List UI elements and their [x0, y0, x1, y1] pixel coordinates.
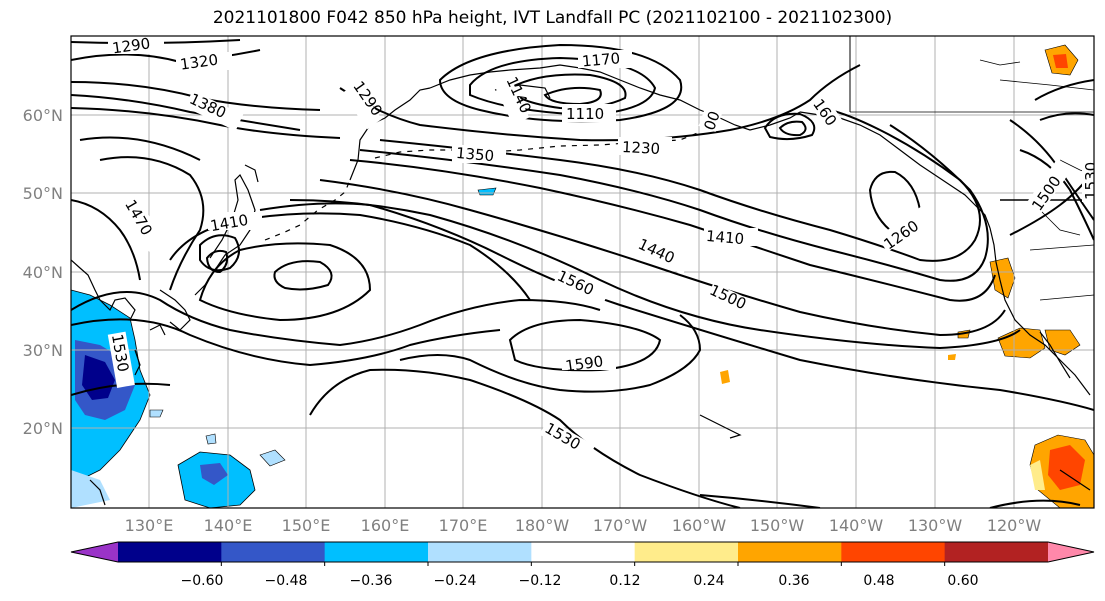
- lon-label: 130°W: [908, 516, 963, 535]
- colorbar-segment: [531, 542, 636, 562]
- colorbar-tick-label: −0.60: [181, 573, 224, 589]
- colorbar-tick-label: 0.60: [947, 573, 978, 589]
- contour-label: 1530: [1082, 162, 1100, 200]
- colorbar-tick-label: 0.12: [609, 573, 640, 589]
- ivt-small-patch-1: [259, 449, 286, 467]
- colorbar: [70, 541, 1095, 566]
- lon-label: 160°W: [672, 516, 727, 535]
- lon-label: 170°E: [439, 516, 488, 535]
- ivt-negative-patch-south-core: [200, 463, 228, 485]
- colorbar-tick-label: 0.36: [778, 573, 809, 589]
- lat-label: 20°N: [23, 419, 63, 438]
- ivt-positive-small-2: [948, 354, 956, 360]
- contour-label: 1320: [179, 51, 219, 74]
- lon-label: 130°E: [125, 516, 174, 535]
- map-border: [70, 35, 1095, 509]
- lat-label: 30°N: [23, 341, 63, 360]
- lon-label: 140°W: [829, 516, 884, 535]
- lon-label: 120°W: [987, 516, 1042, 535]
- colorbar-segment: [841, 542, 946, 562]
- lon-label: 150°W: [750, 516, 805, 535]
- contour-label: 1290: [111, 34, 151, 57]
- colorbar-segment: [738, 542, 842, 562]
- colorbar-tick-label: 0.48: [863, 573, 894, 589]
- colorbar-segment: [634, 542, 739, 562]
- lon-label: 160°E: [361, 516, 410, 535]
- contour-label: 1170: [581, 49, 621, 70]
- colorbar-segment: [221, 542, 326, 562]
- ivt-positive-patch-ne-core: [1053, 54, 1068, 68]
- contour-label: 1350: [455, 144, 495, 165]
- lat-label: 40°N: [23, 263, 63, 282]
- lat-label: 60°N: [23, 106, 63, 125]
- ivt-negative-deep-west: [82, 355, 115, 400]
- colorbar-tick-label: −0.48: [265, 573, 308, 589]
- colorbar-segment: [944, 542, 1049, 562]
- lon-label: 140°E: [204, 516, 253, 535]
- colorbar-segment: [428, 542, 532, 562]
- colorbar-tick-label: −0.36: [350, 573, 393, 589]
- lon-label: 150°E: [282, 516, 331, 535]
- ivt-positive-southeast-core: [1048, 445, 1085, 490]
- ivt-small-patch-2: [205, 433, 217, 445]
- height-contours: [71, 39, 1094, 508]
- colorbar-tick-label: 0.24: [693, 573, 724, 589]
- ivt-light-west: [71, 470, 110, 508]
- colorbar-tick-label: −0.12: [519, 573, 562, 589]
- contour-label: 00: [700, 109, 723, 133]
- colorbar-outline: [70, 541, 1095, 563]
- colorbar-tick-label: −0.24: [434, 573, 477, 589]
- colorbar-extend-min: [71, 542, 118, 562]
- ivt-shading: [71, 44, 1094, 508]
- graticule: [71, 36, 1094, 508]
- lon-label: 170°W: [593, 516, 648, 535]
- contour-label: 1590: [564, 352, 604, 375]
- latitude-axis: 60°N 50°N 40°N 30°N 20°N: [23, 106, 63, 438]
- contour-label: 1410: [705, 227, 745, 248]
- colorbar-extend-max: [1048, 542, 1094, 562]
- ivt-small-patch-3: [149, 409, 164, 418]
- contour-label: 1110: [566, 105, 604, 123]
- colorbar-segment: [118, 542, 222, 562]
- ivt-positive-california-north: [989, 257, 1016, 299]
- colorbar-tick-labels: −0.60 −0.48 −0.36 −0.24 −0.12 0.12 0.24 …: [181, 573, 979, 589]
- colorbar-segment: [324, 542, 429, 562]
- lat-label: 50°N: [23, 184, 63, 203]
- contour-label: 1230: [622, 138, 661, 158]
- longitude-axis: 130°E 140°E 150°E 160°E 170°E 180°W 170°…: [125, 516, 1042, 535]
- ivt-positive-hawaii: [720, 370, 730, 384]
- figure-title: 2021101800 F042 850 hPa height, IVT Land…: [212, 8, 893, 28]
- lon-label: 180°W: [515, 516, 570, 535]
- ivt-positive-southeast-yellow: [1030, 460, 1045, 490]
